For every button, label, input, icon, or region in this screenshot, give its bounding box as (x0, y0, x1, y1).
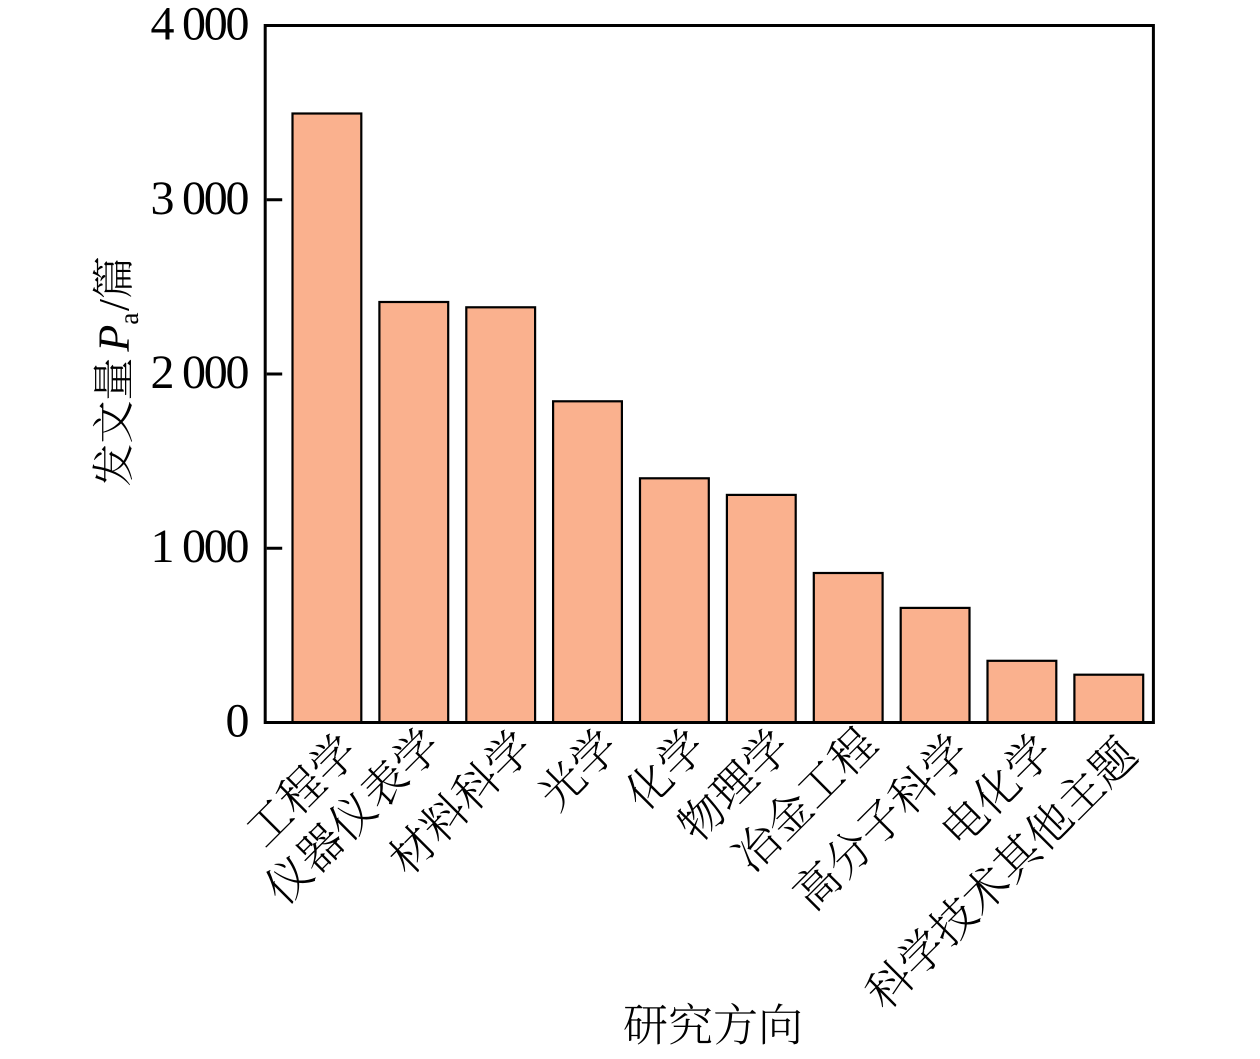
svg-text:4 000: 4 000 (151, 0, 250, 51)
svg-text:0: 0 (226, 695, 250, 748)
svg-text:a: a (113, 312, 144, 324)
svg-text:1 000: 1 000 (151, 520, 250, 573)
svg-text:3 000: 3 000 (151, 172, 250, 225)
svg-text:2 000: 2 000 (151, 346, 250, 399)
svg-text:/: / (92, 299, 139, 311)
svg-text:P: P (90, 325, 139, 353)
